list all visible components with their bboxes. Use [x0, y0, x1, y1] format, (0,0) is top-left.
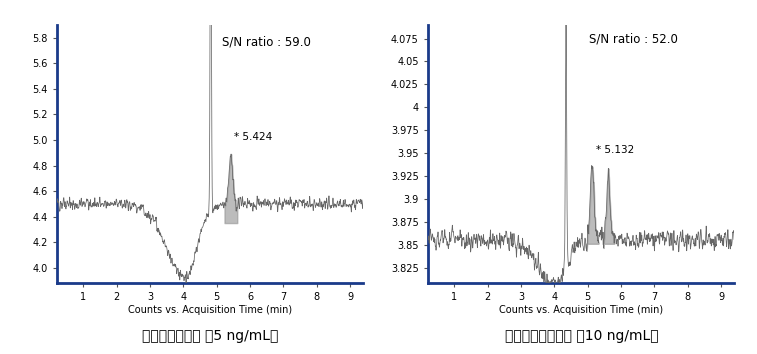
Text: * 5.424: * 5.424	[234, 132, 273, 142]
X-axis label: Counts vs. Acquisition Time (min): Counts vs. Acquisition Time (min)	[128, 305, 292, 315]
Text: 글리시드아마이드 （10 ng/mL）: 글리시드아마이드 （10 ng/mL）	[505, 329, 658, 343]
Text: 아크릴아마이드 （5 ng/mL）: 아크릴아마이드 （5 ng/mL）	[142, 329, 279, 343]
Text: S/N ratio : 52.0: S/N ratio : 52.0	[590, 32, 678, 45]
Text: * 5.132: * 5.132	[596, 145, 634, 155]
Text: S/N ratio : 59.0: S/N ratio : 59.0	[222, 35, 310, 48]
X-axis label: Counts vs. Acquisition Time (min): Counts vs. Acquisition Time (min)	[499, 305, 663, 315]
